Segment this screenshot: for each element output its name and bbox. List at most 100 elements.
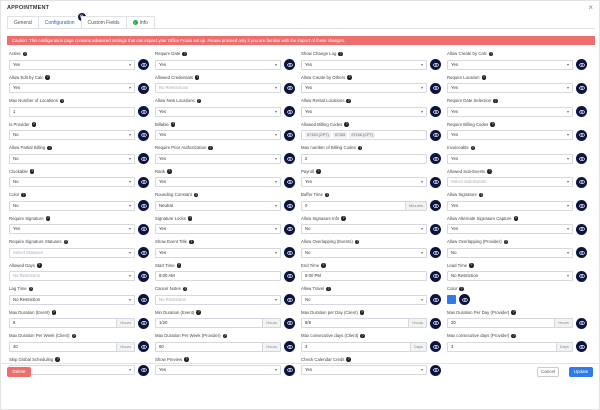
eye-icon[interactable] xyxy=(576,176,587,188)
select-field[interactable]: No xyxy=(9,200,135,211)
help-icon[interactable]: ? xyxy=(55,357,60,362)
help-icon[interactable]: ? xyxy=(29,169,35,174)
input-field[interactable]: 3 Days xyxy=(301,341,427,352)
delete-button[interactable]: Delete xyxy=(7,367,31,377)
help-icon[interactable]: ? xyxy=(45,216,51,221)
eye-icon[interactable] xyxy=(138,59,149,70)
help-icon[interactable]: ? xyxy=(196,98,202,104)
eye-icon[interactable] xyxy=(459,294,470,305)
eye-icon[interactable] xyxy=(284,294,295,305)
select-field[interactable]: Yes xyxy=(155,153,281,164)
select-field[interactable]: No xyxy=(301,247,427,258)
eye-icon[interactable] xyxy=(284,223,295,235)
eye-icon[interactable] xyxy=(284,129,295,141)
help-icon[interactable]: ? xyxy=(469,263,474,268)
select-field[interactable]: Yes xyxy=(447,59,573,70)
eye-icon[interactable] xyxy=(576,247,587,258)
help-icon[interactable]: ? xyxy=(324,192,330,198)
eye-icon[interactable] xyxy=(138,106,149,117)
eye-icon[interactable] xyxy=(138,176,149,188)
eye-icon[interactable] xyxy=(284,59,295,70)
select-field[interactable]: Select Sub-Events xyxy=(447,177,573,187)
select-field[interactable]: Yes xyxy=(447,224,573,234)
eye-icon[interactable] xyxy=(138,129,149,141)
eye-icon[interactable] xyxy=(284,317,295,329)
help-icon[interactable]: ? xyxy=(51,310,57,315)
eye-icon[interactable] xyxy=(576,341,587,352)
select-field[interactable]: Yes xyxy=(9,59,135,70)
input-field[interactable]: 8:00 PM xyxy=(301,271,427,281)
eye-icon[interactable] xyxy=(138,364,149,376)
help-icon[interactable]: ? xyxy=(31,122,37,127)
help-icon[interactable]: ? xyxy=(167,169,172,174)
eye-icon[interactable] xyxy=(284,153,295,164)
help-icon[interactable]: ? xyxy=(63,239,69,245)
eye-icon[interactable] xyxy=(430,176,441,188)
billing-code-chip[interactable]: 97153 (CPT) xyxy=(305,132,331,138)
help-icon[interactable]: ? xyxy=(184,357,189,362)
input-field[interactable]: 20 Hours xyxy=(447,318,573,328)
input-field[interactable]: 3 Days xyxy=(447,341,573,352)
close-icon[interactable]: × xyxy=(588,3,593,12)
tab-general[interactable]: General xyxy=(7,16,39,28)
select-field[interactable]: Yes xyxy=(301,106,427,117)
help-icon[interactable]: ? xyxy=(187,216,193,221)
select-field[interactable]: Yes xyxy=(447,153,573,164)
select-field[interactable]: Yes xyxy=(155,177,281,187)
help-icon[interactable]: ? xyxy=(359,310,365,315)
help-icon[interactable]: ? xyxy=(346,98,351,104)
help-icon[interactable]: ? xyxy=(189,239,194,245)
eye-icon[interactable] xyxy=(138,200,149,211)
help-icon[interactable]: ? xyxy=(511,310,516,315)
help-icon[interactable]: ? xyxy=(346,357,351,362)
input-field[interactable]: 40 Hours xyxy=(9,341,135,352)
help-icon[interactable]: ? xyxy=(459,286,464,292)
eye-icon[interactable] xyxy=(284,200,295,211)
tab-custom-fields[interactable]: Custom Fields xyxy=(80,16,127,28)
help-icon[interactable]: ? xyxy=(37,263,42,268)
select-field[interactable]: Yes xyxy=(447,200,573,211)
help-icon[interactable]: ? xyxy=(511,333,516,339)
eye-icon[interactable] xyxy=(138,294,149,305)
eye-icon[interactable] xyxy=(430,364,441,376)
select-field[interactable]: No Restriction xyxy=(155,294,281,305)
eye-icon[interactable] xyxy=(576,200,587,211)
input-field[interactable]: 2 xyxy=(301,153,427,164)
input-field[interactable]: 0 Minutes xyxy=(301,200,427,211)
select-field[interactable]: Yes xyxy=(301,177,427,187)
select-field[interactable]: Yes xyxy=(447,106,573,117)
select-field[interactable]: No xyxy=(447,247,573,258)
select-field[interactable]: No xyxy=(301,294,427,305)
eye-icon[interactable] xyxy=(576,59,587,70)
help-icon[interactable]: ? xyxy=(182,51,187,57)
eye-icon[interactable] xyxy=(138,247,149,258)
help-icon[interactable]: ? xyxy=(470,145,476,151)
help-icon[interactable]: ? xyxy=(488,51,494,57)
select-field[interactable]: No Restriction xyxy=(447,271,573,281)
help-icon[interactable]: ? xyxy=(354,239,360,245)
input-field[interactable]: 8/8 Hours xyxy=(301,318,427,328)
help-icon[interactable]: ? xyxy=(503,239,509,245)
help-icon[interactable]: ? xyxy=(338,51,343,57)
eye-icon[interactable] xyxy=(284,364,295,376)
eye-icon[interactable] xyxy=(430,200,441,211)
eye-icon[interactable] xyxy=(284,82,295,94)
input-field[interactable]: 97153 (CPT) 97155 97156 (CPT) xyxy=(301,130,427,140)
help-icon[interactable]: ? xyxy=(222,333,228,339)
eye-icon[interactable] xyxy=(576,223,587,235)
select-field[interactable]: No xyxy=(9,153,135,164)
input-field[interactable]: 60 Hours xyxy=(155,341,281,352)
select-field[interactable]: No Restriction xyxy=(9,294,135,305)
eye-icon[interactable] xyxy=(284,176,295,188)
eye-icon[interactable] xyxy=(576,129,587,141)
help-icon[interactable]: ? xyxy=(344,122,349,127)
help-icon[interactable]: ? xyxy=(326,286,331,292)
help-icon[interactable]: ? xyxy=(71,333,77,339)
color-swatch[interactable] xyxy=(447,295,456,304)
eye-icon[interactable] xyxy=(430,341,441,352)
eye-icon[interactable] xyxy=(430,223,441,235)
help-icon[interactable]: ? xyxy=(22,51,28,57)
select-field[interactable]: Yes xyxy=(155,130,281,140)
help-icon[interactable]: ? xyxy=(28,286,34,292)
billing-code-chip[interactable]: 97156 (CPT) xyxy=(349,132,376,138)
